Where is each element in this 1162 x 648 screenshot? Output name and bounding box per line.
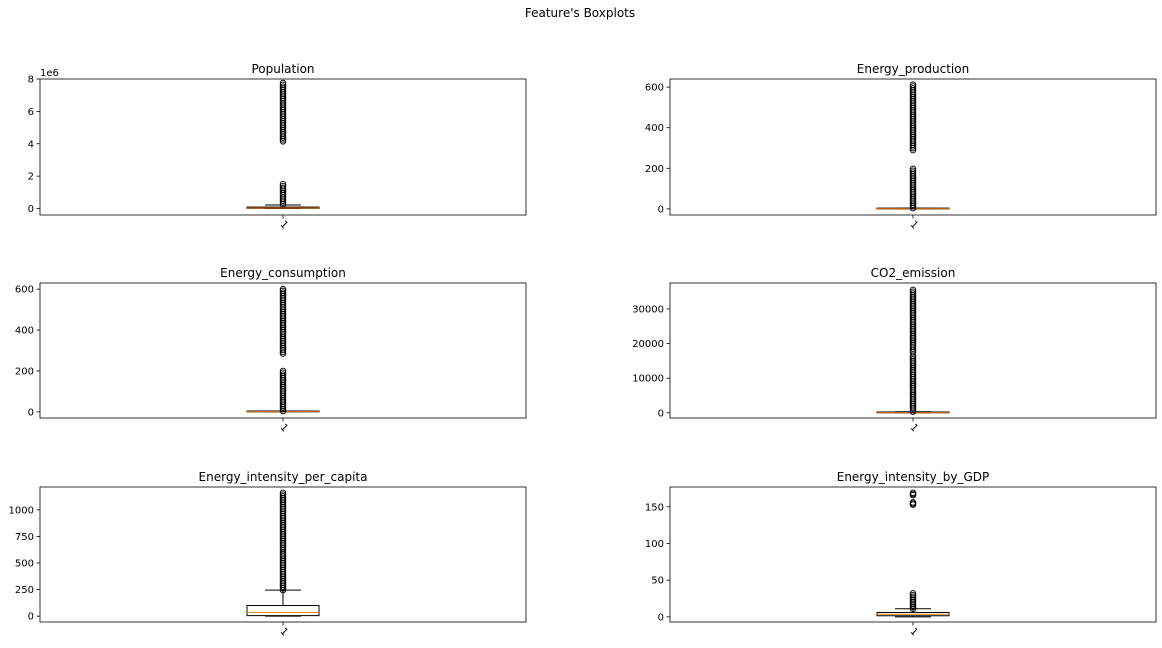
outlier-point (909, 286, 917, 294)
x-tick-label: 1 (908, 422, 920, 434)
outlier-point (909, 165, 917, 173)
subplot-title: Energy_consumption (220, 266, 346, 280)
subplot-title: Energy_intensity_per_capita (199, 470, 368, 484)
x-tick-label: 1 (278, 219, 290, 231)
y-tick-label: 600 (645, 83, 664, 94)
outlier-point (279, 489, 287, 497)
outlier-point (279, 79, 287, 87)
outlier-point (909, 590, 917, 597)
outlier-point (909, 356, 917, 363)
subplot-title: CO2_emission (871, 266, 956, 280)
outlier-point (279, 369, 287, 377)
x-tick-label: 1 (278, 422, 290, 434)
y-tick-label: 0 (28, 612, 34, 623)
outlier-point (279, 180, 287, 188)
outlier-point (279, 289, 287, 296)
y-tick-label: 200 (15, 366, 34, 377)
subplot-2: Energy_production 0 200 400 600 1 (645, 62, 1157, 231)
x-tick-label: 1 (908, 219, 920, 231)
outlier-point (279, 182, 287, 190)
subplot-title: Energy_intensity_by_GDP (837, 470, 990, 484)
y-tick-label: 150 (645, 502, 664, 513)
outlier-point (279, 491, 287, 498)
x-tick-label: 1 (278, 626, 290, 638)
subplots-container: Population 1e6 0 2 4 6 8 1 Energy_production 0 200… (9, 62, 1157, 638)
subplot-4: CO2_emission 0 10000 20000 30000 1 (632, 266, 1157, 434)
y-tick-label: 0 (658, 408, 664, 419)
outlier-point (909, 595, 917, 602)
x-tick-label: 1 (908, 626, 920, 638)
y-tick-label: 8 (28, 75, 34, 86)
iqr-box (246, 605, 320, 617)
outlier-point (279, 81, 287, 89)
outlier-point (909, 83, 917, 90)
outlier-point (909, 85, 917, 92)
outlier-point (909, 596, 917, 604)
outlier-point (909, 598, 917, 606)
y-tick-label: 1000 (9, 505, 34, 516)
y-tick-label: 20000 (632, 339, 664, 350)
outlier-point (909, 499, 917, 506)
subplot-6: Energy_intensity_by_GDP 0 50 100 150 1 (645, 470, 1157, 638)
y-tick-label: 200 (645, 164, 664, 175)
subplot-3: Energy_consumption 0 200 400 600 1 (15, 266, 527, 434)
outlier-point (909, 169, 917, 176)
subplot-1: Population 1e6 0 2 4 6 8 1 (28, 62, 527, 231)
outlier-point (279, 285, 287, 293)
outlier-point (909, 81, 917, 88)
y-tick-label: 0 (28, 204, 34, 215)
y-tick-label: 400 (15, 326, 34, 337)
subplot-title: Population (251, 62, 314, 76)
y-tick-label: 30000 (632, 304, 664, 315)
y-tick-label: 2 (28, 172, 34, 183)
y-tick-label: 250 (15, 585, 34, 596)
outlier-point (909, 290, 917, 297)
outlier-point (909, 600, 917, 607)
outlier-point (279, 493, 287, 500)
outlier-point (909, 593, 917, 601)
y-tick-label: 0 (658, 612, 664, 623)
y-tick-label: 0 (658, 204, 664, 215)
y-tick-label: 0 (28, 407, 34, 418)
outlier-point (909, 605, 917, 613)
y-tick-label: 6 (28, 107, 34, 118)
y-tick-label: 750 (15, 532, 34, 543)
y-tick-label: 600 (15, 285, 34, 296)
outlier-point (909, 602, 917, 609)
y-tick-label: 100 (645, 539, 664, 550)
outlier-point (279, 184, 287, 192)
y-tick-label: 500 (15, 559, 34, 570)
outlier-point (909, 591, 917, 599)
outlier-point (909, 489, 917, 497)
axis-offset-label: 1e6 (40, 68, 59, 79)
y-tick-label: 400 (645, 123, 664, 134)
outlier-point (909, 603, 917, 611)
outlier-point (279, 367, 287, 375)
subplot-title: Energy_production (857, 62, 969, 76)
y-tick-label: 50 (651, 576, 664, 587)
figure-suptitle: Feature's Boxplots (525, 6, 635, 20)
outlier-point (279, 371, 287, 378)
y-tick-label: 10000 (632, 374, 664, 385)
subplot-5: Energy_intensity_per_capita 0 250 500 750 100… (9, 470, 527, 638)
outlier-point (279, 287, 287, 295)
outlier-point (279, 83, 287, 90)
outlier-point (909, 167, 917, 174)
outlier-point (909, 288, 917, 295)
y-tick-label: 4 (28, 139, 34, 150)
